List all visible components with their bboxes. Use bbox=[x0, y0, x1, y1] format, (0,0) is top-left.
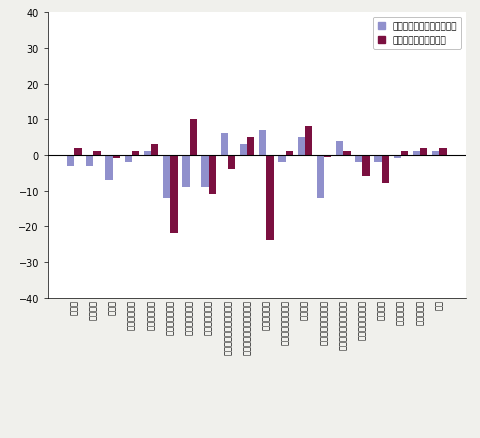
Legend: 前月比（季節調整済指数）, 前年同月比（原指数）: 前月比（季節調整済指数）, 前年同月比（原指数） bbox=[373, 18, 461, 50]
Bar bbox=[151, 145, 158, 155]
Bar bbox=[394, 155, 401, 159]
Bar bbox=[439, 148, 446, 155]
Bar bbox=[286, 152, 293, 155]
Bar bbox=[113, 155, 120, 159]
Bar bbox=[259, 131, 266, 155]
Bar bbox=[382, 155, 389, 184]
Bar bbox=[317, 155, 324, 198]
Bar bbox=[401, 152, 408, 155]
Bar bbox=[132, 152, 139, 155]
Bar bbox=[163, 155, 170, 198]
Bar bbox=[221, 134, 228, 155]
Bar bbox=[144, 152, 151, 155]
Bar bbox=[413, 152, 420, 155]
Bar bbox=[106, 155, 113, 180]
Bar bbox=[86, 155, 94, 166]
Bar bbox=[374, 155, 382, 162]
Bar bbox=[266, 155, 274, 241]
Bar bbox=[355, 155, 362, 162]
Bar bbox=[74, 148, 82, 155]
Bar bbox=[190, 120, 197, 155]
Bar bbox=[247, 138, 254, 155]
Bar bbox=[94, 152, 101, 155]
Bar bbox=[209, 155, 216, 194]
Bar bbox=[125, 155, 132, 162]
Bar bbox=[420, 148, 427, 155]
Bar bbox=[432, 152, 439, 155]
Bar bbox=[67, 155, 74, 166]
Bar bbox=[202, 155, 209, 187]
Bar bbox=[305, 127, 312, 155]
Bar bbox=[362, 155, 370, 177]
Bar bbox=[298, 138, 305, 155]
Bar bbox=[278, 155, 286, 162]
Bar bbox=[336, 141, 343, 155]
Bar bbox=[182, 155, 190, 187]
Bar bbox=[228, 155, 235, 170]
Bar bbox=[170, 155, 178, 234]
Bar bbox=[343, 152, 350, 155]
Bar bbox=[324, 155, 331, 157]
Bar bbox=[240, 145, 247, 155]
